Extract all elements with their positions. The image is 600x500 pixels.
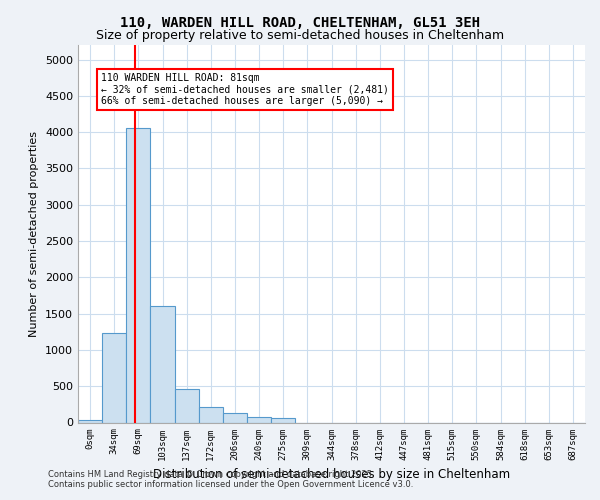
Bar (271, 418, 295, 422)
Bar (126, 128, 151, 422)
Bar (78, 420, 102, 422)
Bar (175, 389, 199, 422)
Bar (199, 408, 223, 422)
Bar (102, 333, 126, 422)
Text: Size of property relative to semi-detached houses in Cheltenham: Size of property relative to semi-detach… (96, 29, 504, 42)
Bar (223, 413, 247, 422)
Bar (151, 306, 175, 422)
Text: Contains HM Land Registry data © Crown copyright and database right 2025.
Contai: Contains HM Land Registry data © Crown c… (48, 470, 413, 489)
Y-axis label: Number of semi-detached properties: Number of semi-detached properties (29, 130, 40, 337)
Text: 110, WARDEN HILL ROAD, CHELTENHAM, GL51 3EH: 110, WARDEN HILL ROAD, CHELTENHAM, GL51 … (120, 16, 480, 30)
Text: 110 WARDEN HILL ROAD: 81sqm
← 32% of semi-detached houses are smaller (2,481)
66: 110 WARDEN HILL ROAD: 81sqm ← 32% of sem… (101, 72, 389, 106)
Bar (247, 416, 271, 422)
X-axis label: Distribution of semi-detached houses by size in Cheltenham: Distribution of semi-detached houses by … (153, 468, 510, 481)
